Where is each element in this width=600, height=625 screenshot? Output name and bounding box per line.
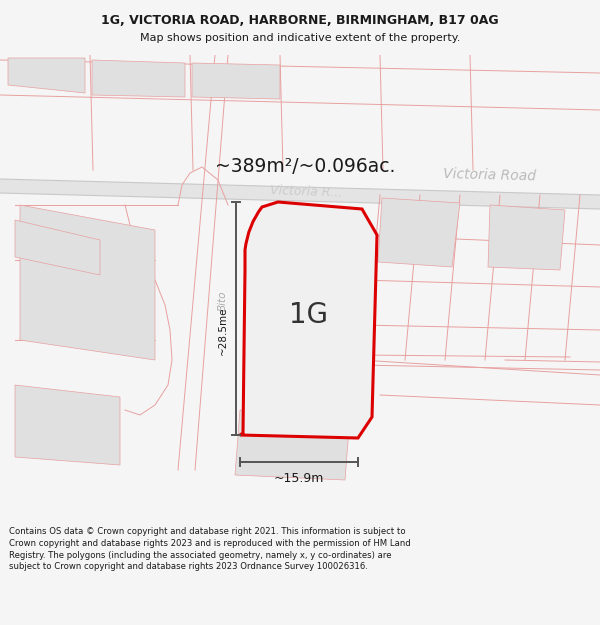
Polygon shape [378,198,460,267]
Text: Victoria R...: Victoria R... [270,184,343,200]
Text: 1G: 1G [289,301,328,329]
Polygon shape [488,205,565,270]
Polygon shape [20,205,155,360]
Polygon shape [8,58,85,93]
Polygon shape [15,220,100,275]
Text: ~389m²/~0.096ac.: ~389m²/~0.096ac. [215,158,395,176]
Text: Bito: Bito [218,290,228,311]
Text: ~28.5me: ~28.5me [218,306,228,355]
Polygon shape [0,179,600,209]
Text: Contains OS data © Crown copyright and database right 2021. This information is : Contains OS data © Crown copyright and d… [9,527,411,571]
Polygon shape [192,63,280,99]
Text: Victoria Road: Victoria Road [443,167,536,183]
PathPatch shape [240,202,377,438]
Polygon shape [235,410,350,480]
Text: Map shows position and indicative extent of the property.: Map shows position and indicative extent… [140,33,460,43]
Polygon shape [252,235,354,389]
Polygon shape [92,60,185,97]
Text: ~15.9m: ~15.9m [274,472,324,485]
Text: 1G, VICTORIA ROAD, HARBORNE, BIRMINGHAM, B17 0AG: 1G, VICTORIA ROAD, HARBORNE, BIRMINGHAM,… [101,14,499,27]
Polygon shape [15,385,120,465]
